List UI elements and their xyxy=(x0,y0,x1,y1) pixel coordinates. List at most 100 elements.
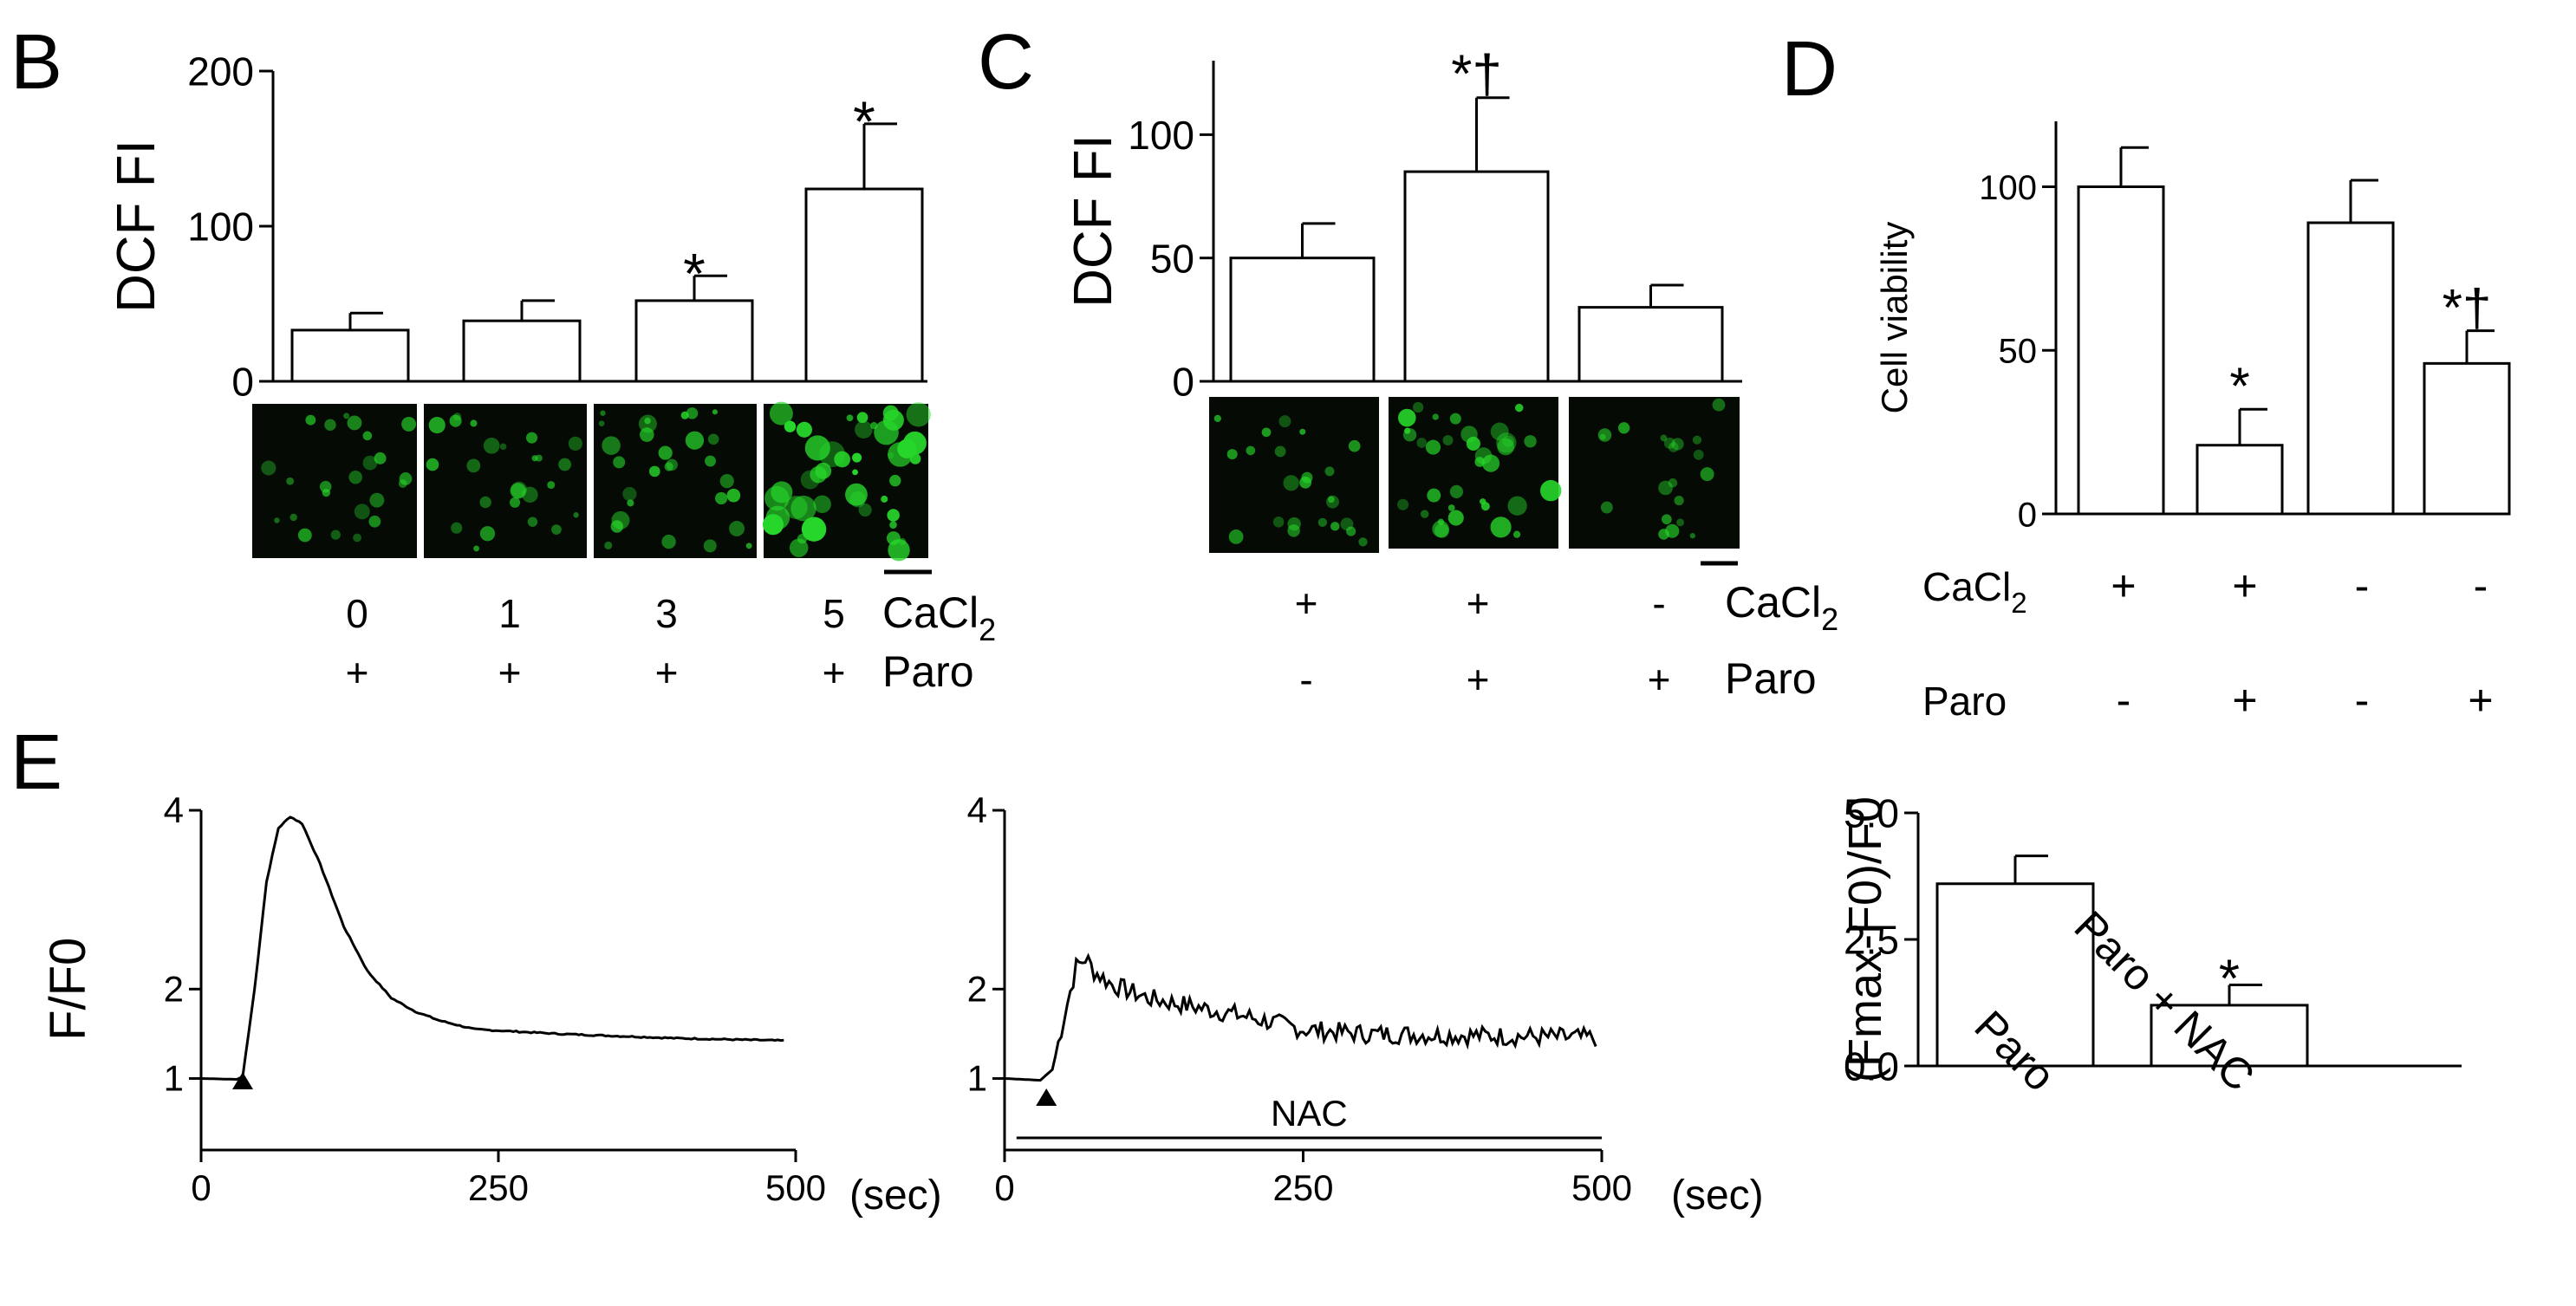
fluorescent-cell xyxy=(852,452,862,463)
condition-symbol: + xyxy=(1648,657,1671,702)
fluorescent-cell xyxy=(804,435,830,461)
y-tick-label: 200 xyxy=(187,49,254,94)
fluorescent-cell xyxy=(473,545,480,552)
trace-line xyxy=(1004,952,1597,1082)
x-tick-label: 250 xyxy=(1272,1167,1333,1208)
fluorescent-cell xyxy=(640,427,654,442)
fluorescent-cell xyxy=(685,431,705,450)
condition-symbol: + xyxy=(655,650,679,695)
significance-mark: * xyxy=(2219,950,2240,1010)
panel-e-trace-paro: 1 2 4 0 250 500 (sec) F/F0 xyxy=(40,789,942,1218)
x-tick-label: 500 xyxy=(1571,1167,1632,1208)
fluorescent-cell xyxy=(527,517,538,527)
y-axis-label: Cell viability xyxy=(1874,222,1915,414)
fluorescent-cell xyxy=(1676,518,1684,527)
fluorescent-cell xyxy=(855,420,873,439)
fluorescent-cell xyxy=(887,509,900,522)
fluorescent-cell xyxy=(362,455,378,471)
fluorescent-cell xyxy=(1299,428,1306,435)
fluorescent-cell xyxy=(1425,439,1441,455)
x-axis-label: (sec) xyxy=(849,1173,942,1218)
fluorescent-cell xyxy=(790,495,816,522)
condition-label: CaCl2 xyxy=(1725,578,1838,637)
fluorescent-cell xyxy=(889,474,901,487)
fluorescent-cell xyxy=(858,503,872,517)
fluorescent-cell xyxy=(1416,438,1428,448)
fluorescent-cell xyxy=(598,420,605,426)
fluorescent-cell xyxy=(1474,457,1486,467)
fluorescent-cell xyxy=(1278,415,1291,428)
fluorescent-cell xyxy=(374,452,387,465)
fluorescent-cell xyxy=(1514,403,1524,413)
condition-symbol: + xyxy=(1295,581,1318,626)
fluorescent-cell xyxy=(1287,524,1300,537)
fluorescent-cell xyxy=(719,474,734,489)
condition-label-subscript: 2 xyxy=(2011,588,2026,620)
fluorescent-cell xyxy=(745,543,752,549)
fluorescent-cell xyxy=(1490,422,1509,441)
fluorescent-cell xyxy=(573,512,579,518)
condition-label-text: Paro xyxy=(882,647,974,696)
condition-label-subscript: 2 xyxy=(979,612,996,647)
fluorescent-cell xyxy=(1299,476,1312,489)
trace-line xyxy=(200,815,784,1082)
fluorescent-cell xyxy=(1228,529,1244,544)
fluorescent-cell xyxy=(1674,495,1684,506)
fluorescent-cell xyxy=(801,517,827,542)
y-tick-label: 2 xyxy=(164,968,184,1009)
condition-label-text: Paro xyxy=(1922,679,2007,724)
fluorescent-cell xyxy=(547,481,556,490)
fluorescent-cell xyxy=(870,421,878,430)
fluorescent-cell xyxy=(1226,449,1238,460)
bar xyxy=(290,328,410,383)
fluorescent-cell xyxy=(666,458,679,471)
condition-symbol: + xyxy=(823,650,846,695)
significance-mark: *† xyxy=(2443,279,2492,337)
fluorescent-cell xyxy=(368,515,381,528)
y-tick-label: 2 xyxy=(967,968,987,1009)
condition-symbol: 1 xyxy=(498,591,521,636)
fluorescent-cell xyxy=(1668,478,1678,488)
fluorescent-cell xyxy=(343,413,350,419)
panel-letter-e: E xyxy=(10,719,62,806)
condition-symbol: + xyxy=(2111,562,2136,610)
fluorescent-cell xyxy=(1432,413,1439,420)
fluorescent-cell xyxy=(510,483,526,499)
condition-symbol: - xyxy=(2117,676,2131,724)
fluorescent-cell xyxy=(889,521,897,529)
fluorescent-cell xyxy=(319,480,332,493)
x-tick-label: 250 xyxy=(468,1167,529,1208)
fluorescent-cell xyxy=(499,443,507,451)
fluorescent-cell xyxy=(1420,510,1429,518)
fluorescent-cell xyxy=(1700,467,1714,482)
fluorescent-cell xyxy=(856,412,868,424)
fluorescent-cell xyxy=(1460,426,1478,443)
condition-label: Paro xyxy=(1922,679,2007,724)
stimulus-arrowhead-icon xyxy=(1036,1088,1057,1106)
fluorescent-cell xyxy=(1660,434,1668,442)
fluorescent-cell xyxy=(845,483,868,506)
fluorescent-cell xyxy=(1600,501,1613,514)
fluorescent-cell xyxy=(1668,442,1679,452)
significance-mark: * xyxy=(683,241,706,305)
y-axis-label: F/F0 xyxy=(40,938,96,1041)
fluorescent-cell xyxy=(362,431,373,441)
y-tick-label: 100 xyxy=(1979,169,2037,207)
fluorescent-cell xyxy=(1480,502,1490,511)
fluorescent-cell xyxy=(1358,537,1368,547)
fluorescent-cell xyxy=(1689,533,1695,539)
condition-label: Paro xyxy=(1725,654,1817,703)
fluorescent-cell xyxy=(297,528,312,543)
fluorescent-cell xyxy=(1348,439,1361,452)
fluorescent-cell xyxy=(399,472,413,485)
y-tick-label: 0 xyxy=(2018,496,2037,534)
condition-label-subscript: 2 xyxy=(1821,601,1838,637)
fluorescent-cell xyxy=(1404,427,1411,434)
significance-mark: * xyxy=(2229,357,2249,415)
x-tick-label: 500 xyxy=(765,1167,826,1208)
fluorescent-cell xyxy=(834,451,850,468)
fluorescent-cell xyxy=(1330,522,1340,531)
bar xyxy=(634,299,754,383)
fluorescent-cell xyxy=(1671,438,1684,451)
fluorescent-cell xyxy=(289,513,297,522)
